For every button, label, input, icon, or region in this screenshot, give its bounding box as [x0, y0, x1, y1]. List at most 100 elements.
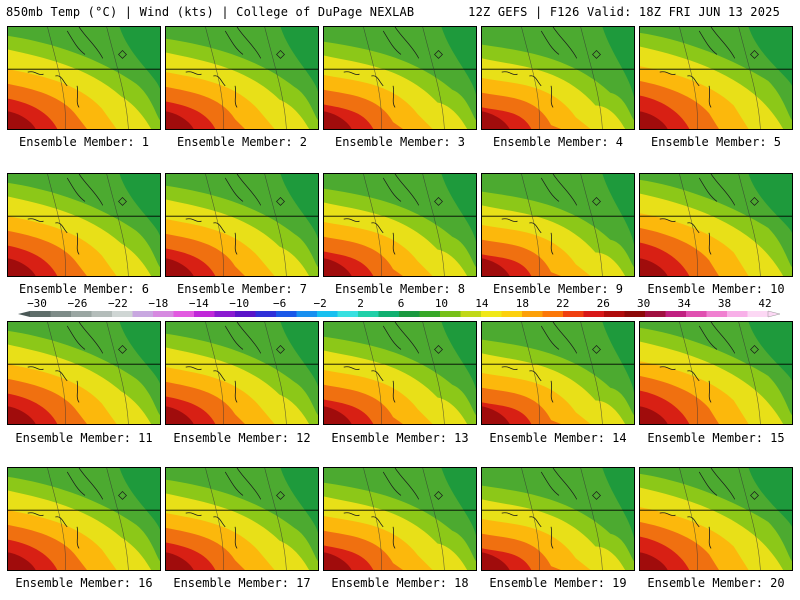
colorbar-swatch [542, 311, 564, 317]
colorbar-swatch [50, 311, 72, 317]
colorbar-tick-label: 30 [637, 297, 651, 310]
colorbar-tick-label: −22 [107, 297, 128, 310]
colorbar-tick-label: 10 [434, 297, 449, 310]
colorbar-tick-label: 22 [556, 297, 570, 310]
ensemble-member-label: Ensemble Member: 14 [489, 431, 627, 445]
ensemble-member-map [7, 26, 161, 130]
colorbar-swatch [255, 311, 277, 317]
ensemble-member-map [165, 26, 319, 130]
colorbar-swatch [522, 311, 543, 317]
colorbar-swatch [153, 311, 174, 317]
colorbar-swatch [30, 311, 51, 317]
header-valid-time: 12Z GEFS | F126 Valid: 18Z FRI JUN 13 20… [468, 5, 780, 19]
ensemble-member-label: Ensemble Member: 17 [173, 576, 311, 590]
colorbar-swatch [337, 311, 359, 317]
ensemble-member-label: Ensemble Member: 12 [173, 431, 311, 445]
ensemble-member-map [481, 173, 635, 277]
colorbar-swatch [747, 311, 769, 317]
colorbar-swatch [71, 311, 92, 317]
colorbar-swatch [583, 311, 605, 317]
colorbar-swatch [194, 311, 215, 317]
colorbar-swatch [645, 311, 666, 317]
colorbar-swatch [91, 311, 113, 317]
ensemble-member-map [7, 467, 161, 571]
ensemble-member-label: Ensemble Member: 4 [492, 135, 624, 149]
colorbar-tick-label: −18 [148, 297, 169, 310]
ensemble-member-label: Ensemble Member: 9 [492, 282, 624, 296]
ensemble-member-label: Ensemble Member: 13 [331, 431, 469, 445]
colorbar-swatch [563, 311, 584, 317]
ensemble-member-label: Ensemble Member: 19 [489, 576, 627, 590]
ensemble-member-map [165, 467, 319, 571]
ensemble-member-label: Ensemble Member: 7 [176, 282, 308, 296]
ensemble-member-map [639, 173, 793, 277]
ensemble-member-map [165, 173, 319, 277]
ensemble-member-label: Ensemble Member: 18 [331, 576, 469, 590]
colorbar-tick-label: 18 [515, 297, 529, 310]
ensemble-member-label: Ensemble Member: 5 [650, 135, 782, 149]
colorbar-tick-label: −10 [229, 297, 250, 310]
colorbar-tick-label: 14 [475, 297, 489, 310]
colorbar-swatch [296, 311, 318, 317]
colorbar-tick-label: 34 [677, 297, 691, 310]
colorbar-tick-label: −30 [27, 297, 47, 310]
colorbar-swatch [706, 311, 728, 317]
colorbar-swatch [317, 311, 338, 317]
ensemble-member-label: Ensemble Member: 8 [334, 282, 466, 296]
ensemble-member-map [481, 26, 635, 130]
ensemble-member-label: Ensemble Member: 20 [647, 576, 785, 590]
ensemble-member-map [481, 467, 635, 571]
ensemble-member-label: Ensemble Member: 11 [15, 431, 153, 445]
colorbar-swatch [604, 311, 625, 317]
temperature-colorbar [18, 310, 781, 318]
colorbar-swatch [419, 311, 441, 317]
ensemble-member-map [639, 26, 793, 130]
colorbar-swatch [624, 311, 646, 317]
header-title: 850mb Temp (°C) | Wind (kts) | College o… [6, 5, 415, 19]
colorbar-swatch [358, 311, 379, 317]
colorbar-swatch [173, 311, 195, 317]
colorbar-tick-label: 38 [717, 297, 732, 310]
ensemble-member-label: Ensemble Member: 6 [18, 282, 150, 296]
ensemble-member-map [481, 321, 635, 425]
colorbar-swatch [665, 311, 687, 317]
colorbar-swatch [235, 311, 256, 317]
colorbar-tick-label: −2 [313, 297, 327, 310]
ensemble-member-label: Ensemble Member: 10 [647, 282, 785, 296]
colorbar-swatch [399, 311, 420, 317]
colorbar-swatch [214, 311, 236, 317]
ensemble-member-map [323, 173, 477, 277]
colorbar-swatch [460, 311, 482, 317]
colorbar-tick-label: −14 [188, 297, 209, 310]
ensemble-member-label: Ensemble Member: 16 [15, 576, 153, 590]
colorbar-swatch [276, 311, 297, 317]
ensemble-member-label: Ensemble Member: 1 [18, 135, 150, 149]
colorbar-swatch [132, 311, 154, 317]
ensemble-member-map [323, 321, 477, 425]
colorbar-tick-label: 6 [397, 297, 405, 310]
colorbar-left-arrow [18, 311, 30, 317]
colorbar-swatch [501, 311, 523, 317]
ensemble-member-map [323, 26, 477, 130]
colorbar-tick-label: −26 [67, 297, 88, 310]
colorbar-swatch [112, 311, 133, 317]
colorbar-tick-label: 42 [758, 297, 772, 310]
ensemble-member-label: Ensemble Member: 15 [647, 431, 785, 445]
colorbar-right-arrow [767, 310, 781, 318]
colorbar-swatch [440, 311, 461, 317]
ensemble-member-map [7, 321, 161, 425]
ensemble-member-map [639, 467, 793, 571]
colorbar-swatch [686, 311, 707, 317]
colorbar-tick-label: 2 [357, 297, 364, 310]
ensemble-member-label: Ensemble Member: 3 [334, 135, 466, 149]
colorbar-swatch [481, 311, 502, 317]
ensemble-member-map [639, 321, 793, 425]
ensemble-member-map [323, 467, 477, 571]
ensemble-member-label: Ensemble Member: 2 [176, 135, 308, 149]
ensemble-member-map [165, 321, 319, 425]
colorbar-swatch [378, 311, 400, 317]
colorbar-tick-label: 26 [596, 297, 610, 310]
colorbar-tick-label: −6 [273, 297, 287, 310]
ensemble-member-map [7, 173, 161, 277]
colorbar-swatch [727, 311, 748, 317]
